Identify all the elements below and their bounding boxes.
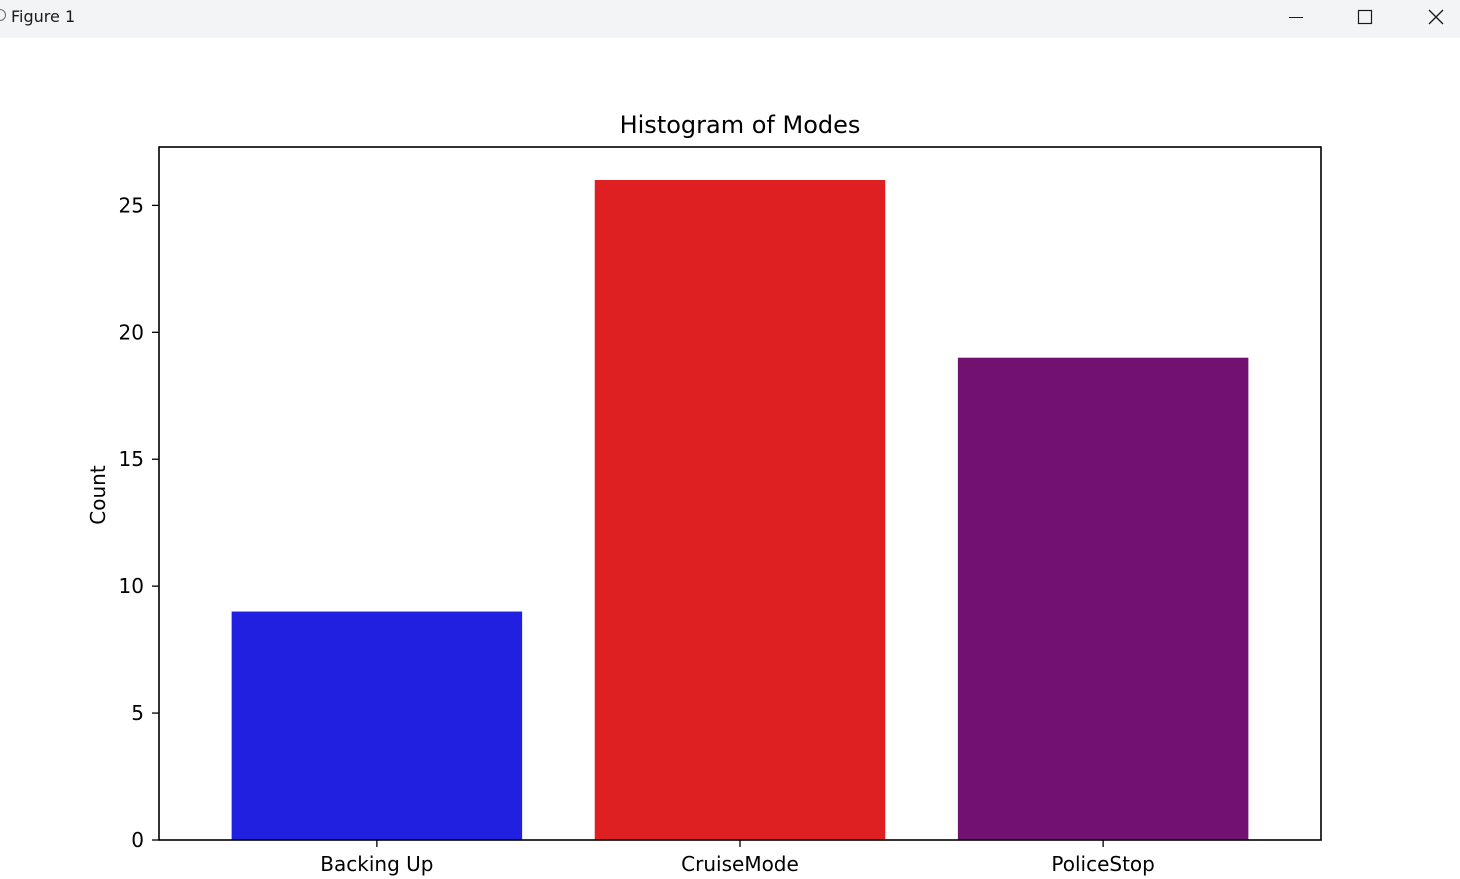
y-tick-label: 20 [119, 320, 144, 344]
chart-title: Histogram of Modes [619, 111, 861, 139]
bar-policestop [957, 357, 1249, 840]
close-button[interactable] [1402, 0, 1460, 34]
bar-cruisemode [594, 180, 886, 840]
minimize-icon [1289, 17, 1303, 18]
x-tick-label: CruiseMode [681, 852, 799, 876]
window-titlebar: Figure 1 [0, 0, 1460, 38]
bar-backing-up [231, 611, 523, 840]
y-tick-label: 0 [131, 828, 144, 852]
y-tick-label: 5 [131, 701, 144, 725]
y-tick-label: 25 [119, 193, 144, 217]
maximize-icon [1357, 9, 1373, 25]
minimize-button[interactable] [1262, 0, 1330, 34]
x-tick-label: PoliceStop [1051, 852, 1154, 876]
maximize-button[interactable] [1331, 0, 1399, 34]
window-title: Figure 1 [11, 7, 76, 26]
y-tick-label: 10 [119, 574, 144, 598]
close-icon [1428, 9, 1444, 25]
x-tick-label: Backing Up [320, 852, 433, 876]
y-tick-label: 15 [119, 447, 144, 471]
